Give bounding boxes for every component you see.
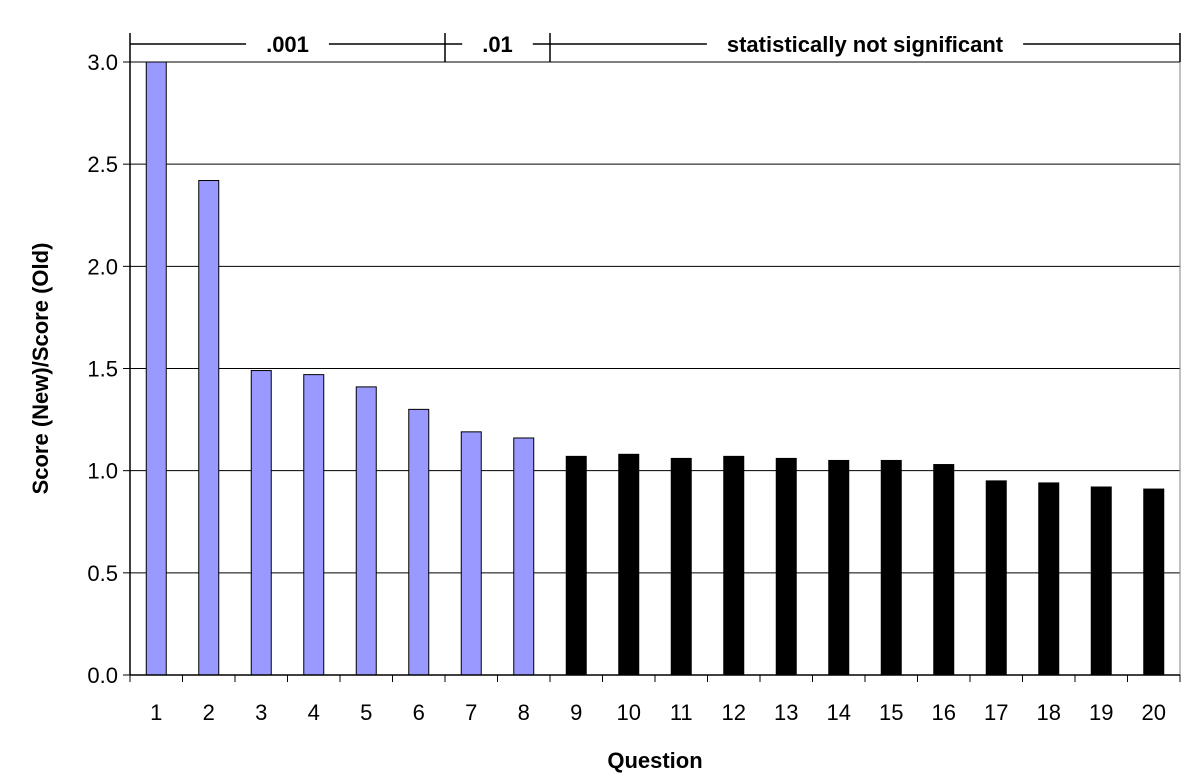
x-tick-label: 6 [413, 700, 425, 725]
x-tick-label: 10 [617, 700, 641, 725]
bar-question-12 [723, 455, 745, 676]
y-tick-label: 3.0 [87, 50, 118, 75]
x-tick-label: 12 [722, 700, 746, 725]
bar-question-19 [1090, 486, 1112, 676]
bar-question-9 [565, 455, 587, 676]
bar-question-15 [880, 459, 902, 676]
significance-label: .01 [482, 32, 513, 57]
significance-brackets: .001 .01 statistically not significant [129, 32, 1181, 62]
bar-question-10 [618, 453, 640, 676]
bar-question-1 [145, 61, 167, 676]
bar-question-13 [775, 457, 797, 676]
bars [145, 61, 1165, 676]
x-tick-label: 5 [360, 700, 372, 725]
bar-question-8 [513, 437, 535, 676]
y-tick-label: 0.5 [87, 561, 118, 586]
significance-label: .001 [266, 32, 309, 57]
bar-question-14 [828, 459, 850, 676]
y-tick-label: 0.0 [87, 663, 118, 688]
gridlines [130, 61, 1181, 675]
x-tick-label: 3 [255, 700, 267, 725]
bar-question-17 [985, 480, 1007, 676]
x-tick-label: 16 [932, 700, 956, 725]
bar-question-20 [1143, 488, 1165, 676]
axes: 0.00.51.01.52.02.53.01 2 3 4 5 6 7 8 9 10 11 12 13 14… [87, 50, 1181, 725]
bar-question-5 [355, 386, 377, 676]
x-tick-label: 7 [465, 700, 477, 725]
x-tick-label: 9 [570, 700, 582, 725]
bar-question-2 [198, 180, 220, 676]
x-axis-title: Question [607, 748, 702, 773]
bar-question-4 [303, 374, 325, 676]
x-tick-label: 1 [150, 700, 162, 725]
x-tick-label: 11 [670, 700, 693, 725]
bar-question-7 [460, 431, 482, 676]
x-tick-label: 8 [518, 700, 530, 725]
bar-question-18 [1038, 482, 1060, 676]
bar-question-11 [670, 457, 692, 676]
y-axis-title: Score (New)/Score (Old) [28, 243, 53, 495]
x-tick-label: 15 [879, 700, 903, 725]
x-tick-label: 2 [203, 700, 215, 725]
x-tick-label: 14 [827, 700, 851, 725]
significance-label: statistically not significant [727, 32, 1004, 57]
x-tick-label: 4 [308, 700, 320, 725]
x-tick-label: 20 [1142, 700, 1166, 725]
x-tick-label: 19 [1089, 700, 1113, 725]
bar-question-6 [408, 408, 430, 676]
y-tick-label: 2.0 [87, 254, 118, 279]
y-tick-label: 1.0 [87, 459, 118, 484]
y-tick-label: 2.5 [87, 152, 118, 177]
x-tick-label: 18 [1037, 700, 1061, 725]
bar-question-3 [250, 370, 272, 676]
x-tick-label: 13 [774, 700, 798, 725]
y-tick-label: 1.5 [87, 357, 118, 382]
x-tick-label: 17 [984, 700, 1008, 725]
bar-question-16 [933, 464, 955, 676]
